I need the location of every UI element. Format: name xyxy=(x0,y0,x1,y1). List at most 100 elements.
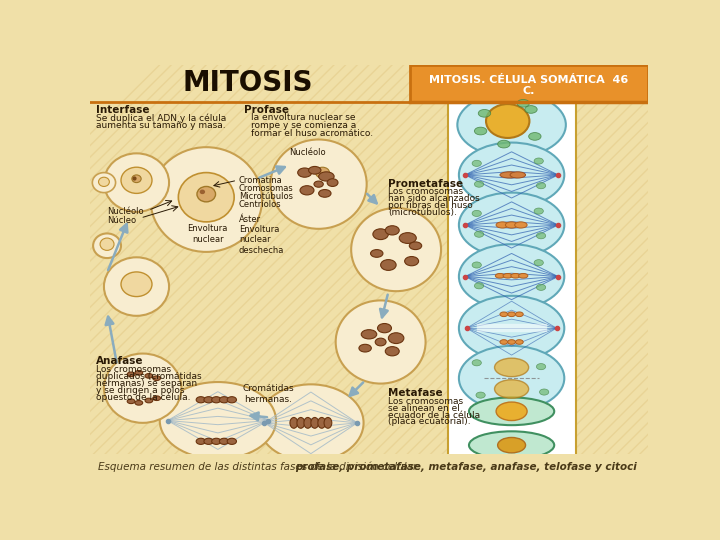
Ellipse shape xyxy=(472,160,482,166)
Ellipse shape xyxy=(132,175,141,183)
Ellipse shape xyxy=(534,208,544,214)
Ellipse shape xyxy=(516,312,523,316)
Ellipse shape xyxy=(319,190,331,197)
Ellipse shape xyxy=(100,238,114,251)
Ellipse shape xyxy=(498,437,526,453)
Text: Esquema resumen de las distintas fases de la división celular:: Esquema resumen de las distintas fases d… xyxy=(98,462,424,472)
Text: rompe y se comienza a: rompe y se comienza a xyxy=(251,121,356,130)
Text: Los cromosomas: Los cromosomas xyxy=(96,365,171,374)
Ellipse shape xyxy=(204,438,213,444)
Ellipse shape xyxy=(179,173,234,222)
Text: Prometafase: Prometafase xyxy=(388,179,464,189)
Ellipse shape xyxy=(510,273,520,278)
Text: Núcleo: Núcleo xyxy=(107,217,136,226)
Ellipse shape xyxy=(474,181,484,187)
Ellipse shape xyxy=(472,211,482,217)
Ellipse shape xyxy=(324,417,332,428)
Ellipse shape xyxy=(351,208,441,291)
Ellipse shape xyxy=(536,363,546,370)
Ellipse shape xyxy=(496,402,527,421)
Ellipse shape xyxy=(478,110,490,117)
Text: Anafase: Anafase xyxy=(96,356,144,366)
Text: (placa ecuatorial).: (placa ecuatorial). xyxy=(388,417,471,427)
Ellipse shape xyxy=(536,233,546,239)
Ellipse shape xyxy=(359,345,372,352)
Ellipse shape xyxy=(515,222,527,228)
Ellipse shape xyxy=(145,398,153,403)
Ellipse shape xyxy=(145,374,153,378)
Ellipse shape xyxy=(459,193,564,257)
Text: Centríolos: Centríolos xyxy=(239,200,282,208)
Text: Envoltura
nuclear: Envoltura nuclear xyxy=(188,224,228,244)
Ellipse shape xyxy=(121,167,152,193)
Ellipse shape xyxy=(536,284,546,291)
Ellipse shape xyxy=(153,376,161,381)
Ellipse shape xyxy=(459,143,564,207)
Ellipse shape xyxy=(220,438,229,444)
Text: hermanas) se separan: hermanas) se separan xyxy=(96,379,197,388)
Text: se alinean en el: se alinean en el xyxy=(388,403,460,413)
Text: Áster: Áster xyxy=(239,215,261,224)
Text: Interfase: Interfase xyxy=(96,105,150,115)
Ellipse shape xyxy=(459,244,564,309)
Ellipse shape xyxy=(500,172,518,178)
Text: (microtúbulos).: (microtúbulos). xyxy=(388,208,457,217)
Ellipse shape xyxy=(327,179,338,186)
Ellipse shape xyxy=(297,417,305,428)
Ellipse shape xyxy=(381,260,396,271)
Text: Microtúbulos: Microtúbulos xyxy=(239,192,293,201)
Ellipse shape xyxy=(516,340,523,345)
Ellipse shape xyxy=(528,132,541,140)
Text: Envoltura
nuclear
deschecha: Envoltura nuclear deschecha xyxy=(239,225,284,255)
Ellipse shape xyxy=(518,273,528,278)
Ellipse shape xyxy=(204,397,213,403)
Ellipse shape xyxy=(472,360,482,366)
Ellipse shape xyxy=(474,127,487,135)
Ellipse shape xyxy=(304,417,312,428)
Ellipse shape xyxy=(377,323,392,333)
Ellipse shape xyxy=(517,99,529,107)
Text: Nucléolo: Nucléolo xyxy=(289,148,325,157)
Ellipse shape xyxy=(486,104,529,138)
Text: Metafase: Metafase xyxy=(388,388,443,398)
Ellipse shape xyxy=(457,92,566,157)
Ellipse shape xyxy=(536,183,546,189)
Text: duplicados (cromátidas: duplicados (cromátidas xyxy=(96,372,202,381)
Text: MITOSIS. CÉLULA SOMÁTICA  46: MITOSIS. CÉLULA SOMÁTICA 46 xyxy=(429,75,629,85)
Text: Cromosomas: Cromosomas xyxy=(239,184,294,193)
FancyBboxPatch shape xyxy=(410,65,648,102)
Text: han sido alcanzados: han sido alcanzados xyxy=(388,194,480,203)
Ellipse shape xyxy=(474,283,484,289)
Ellipse shape xyxy=(315,167,330,178)
Ellipse shape xyxy=(373,229,388,240)
Ellipse shape xyxy=(495,358,528,377)
Text: Los cromosomas: Los cromosomas xyxy=(388,397,464,406)
Ellipse shape xyxy=(220,397,229,403)
Ellipse shape xyxy=(127,372,135,377)
Ellipse shape xyxy=(121,272,152,296)
Ellipse shape xyxy=(300,186,314,195)
Ellipse shape xyxy=(405,256,418,266)
Text: Los cromosomas: Los cromosomas xyxy=(388,187,464,196)
Ellipse shape xyxy=(92,173,116,193)
Text: la envoltura nuclear se: la envoltura nuclear se xyxy=(251,113,356,122)
Ellipse shape xyxy=(99,177,109,186)
Ellipse shape xyxy=(495,273,505,278)
Ellipse shape xyxy=(135,370,143,375)
Ellipse shape xyxy=(309,166,321,174)
Ellipse shape xyxy=(319,172,334,181)
Ellipse shape xyxy=(258,384,364,461)
Text: Profase: Profase xyxy=(244,105,289,115)
Ellipse shape xyxy=(469,397,554,425)
Ellipse shape xyxy=(336,300,426,383)
Ellipse shape xyxy=(212,397,221,403)
Ellipse shape xyxy=(496,222,508,228)
Ellipse shape xyxy=(160,382,276,459)
Ellipse shape xyxy=(228,397,236,403)
Text: C.: C. xyxy=(523,86,535,96)
Ellipse shape xyxy=(385,226,399,235)
FancyBboxPatch shape xyxy=(448,103,576,464)
Ellipse shape xyxy=(459,346,564,410)
Ellipse shape xyxy=(500,340,508,345)
Ellipse shape xyxy=(104,153,169,212)
